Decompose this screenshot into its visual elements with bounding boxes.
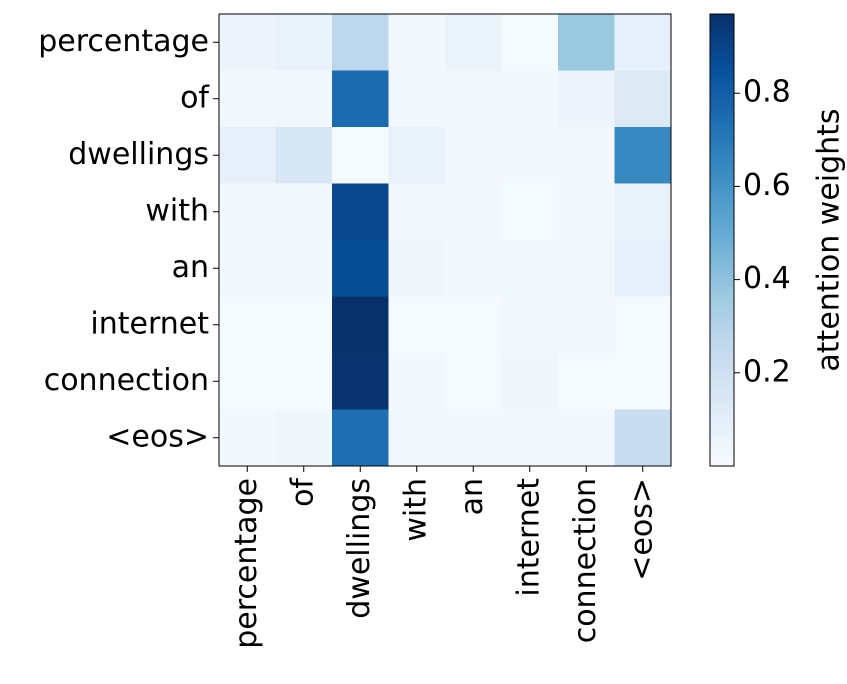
heatmap-cell [332,127,389,184]
heatmap-cell [558,240,615,297]
heatmap-cell [219,409,276,467]
heatmap-cell [332,296,389,354]
heatmap-cell [501,240,559,297]
heatmap-cell [501,409,559,467]
heatmap-cell [275,70,333,128]
x-tick-label: connection [568,478,603,643]
y-tick-label: with [145,193,209,228]
y-tick-label: of [180,80,210,115]
heatmap-cell [275,240,333,297]
heatmap-cell [388,353,446,410]
y-axis-ticks: percentage of dwellings with an internet conne… [38,24,219,454]
heatmap-cell [332,183,389,241]
heatmap-cell [388,127,446,184]
heatmap-cell [445,14,502,71]
heatmap-cell [388,296,446,354]
x-tick-label: of [285,477,320,507]
heatmap-cells [219,14,672,467]
heatmap-cell [614,183,672,241]
heatmap-cell [332,14,389,71]
heatmap-cell [275,14,333,71]
heatmap-cell [501,70,559,128]
heatmap-cell [445,409,502,467]
heatmap-cell [614,14,672,71]
heatmap-cell [445,353,502,410]
heatmap-cell [388,409,446,467]
heatmap-cell [219,183,276,241]
heatmap-cell [332,353,389,410]
x-tick-label: percentage [229,478,264,649]
heatmap-cell [558,296,615,354]
y-tick-label: connection [44,363,209,398]
heatmap-cell [614,127,672,184]
colorbar-tick-label: 0.8 [743,75,791,110]
heatmap-cell [332,409,389,467]
heatmap-cell [275,296,333,354]
heatmap-cell [445,127,502,184]
y-tick-label: dwellings [68,137,209,172]
heatmap-cell [614,409,672,467]
heatmap-cell [219,353,276,410]
heatmap-cell [614,353,672,410]
heatmap-cell [558,127,615,184]
heatmap-cell [614,296,672,354]
y-tick-label: <eos> [106,419,209,454]
colorbar-ticks: 0.2 0.4 0.6 0.8 [734,75,791,389]
heatmap-cell [558,353,615,410]
colorbar [709,13,735,467]
heatmap-cell [219,127,276,184]
heatmap-cell [614,70,672,128]
colorbar-tick-label: 0.6 [743,168,791,203]
heatmap-cell [445,183,502,241]
heatmap-cell [388,14,446,71]
x-tick-label: an [455,478,490,515]
heatmap-cell [501,14,559,71]
heatmap-cell [445,240,502,297]
heatmap-cell [558,14,615,71]
y-tick-label: percentage [38,24,209,59]
x-tick-label: with [398,478,433,542]
heatmap-cell [275,127,333,184]
heatmap-cell [332,240,389,297]
heatmap-cell [445,70,502,128]
x-tick-label: dwellings [342,478,377,619]
x-tick-label: internet [511,478,546,597]
colorbar-label: attention weights [812,108,847,371]
heatmap-cell [501,296,559,354]
heatmap-cell [501,353,559,410]
heatmap-cell [501,127,559,184]
y-tick-label: an [172,250,209,285]
heatmap-cell [558,409,615,467]
y-tick-label: internet [90,306,209,341]
heatmap-cell [275,183,333,241]
heatmap-cell [445,296,502,354]
heatmap-cell [558,70,615,128]
heatmap-cell [219,240,276,297]
heatmap-cell [219,70,276,128]
heatmap-cell [275,409,333,467]
plot-frame [218,13,672,467]
heatmap-cell [388,240,446,297]
heatmap-cell [388,70,446,128]
heatmap-cell [219,14,276,71]
colorbar-tick-label: 0.2 [743,354,791,389]
heatmap-cell [614,240,672,297]
x-tick-label: <eos> [624,478,659,581]
heatmap-cell [275,353,333,410]
heatmap-cell [558,183,615,241]
colorbar-tick-label: 0.4 [743,261,791,296]
x-axis-ticks: percentage of dwellings with an internet conne… [229,466,659,649]
heatmap-cell [388,183,446,241]
heatmap-cell [332,70,389,128]
heatmap-cell [219,296,276,354]
heatmap-cell [501,183,559,241]
